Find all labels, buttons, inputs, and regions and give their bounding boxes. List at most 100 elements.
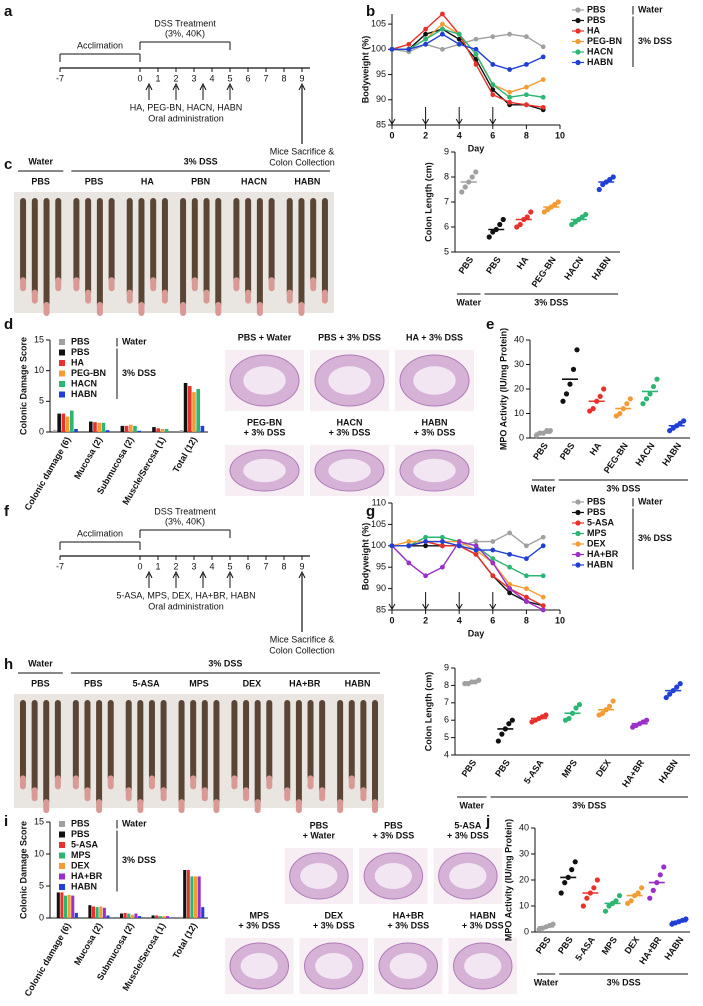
point <box>456 41 462 47</box>
point <box>500 216 506 223</box>
colon <box>180 198 187 309</box>
colon <box>178 700 185 806</box>
legend-swatch <box>59 381 65 387</box>
point <box>524 543 529 549</box>
x-tick-label: 5-ASA <box>573 934 597 962</box>
point <box>423 31 428 37</box>
legend-label: MPS <box>587 528 607 538</box>
group-label: 3% DSS <box>606 483 640 493</box>
colon-tip <box>138 302 145 317</box>
point <box>524 573 529 579</box>
day-label: 9 <box>299 73 304 83</box>
legend-swatch <box>59 831 65 838</box>
colon <box>190 700 197 782</box>
point <box>639 885 645 891</box>
point <box>613 898 619 904</box>
colon <box>73 198 80 284</box>
colon <box>286 198 293 296</box>
bar <box>67 894 71 918</box>
bar <box>197 876 201 918</box>
histology-label: + 3% DSS <box>447 830 489 840</box>
x-tick-label: DEX <box>622 935 641 956</box>
point <box>406 560 412 566</box>
bar <box>183 382 188 432</box>
point <box>573 705 579 711</box>
legend-label: PEG-BN <box>587 36 622 46</box>
colon-tip <box>295 799 302 814</box>
bar <box>201 907 205 918</box>
point <box>440 31 445 37</box>
point <box>540 603 546 609</box>
histology-label: + 3% DSS <box>372 830 414 840</box>
x-axis-title: Day <box>468 628 485 638</box>
arrow-head <box>422 603 430 610</box>
day-label: 7 <box>263 561 268 571</box>
day-label: 5 <box>227 73 232 83</box>
bar <box>156 428 160 432</box>
colon <box>108 198 115 284</box>
point <box>647 895 653 901</box>
point <box>627 396 633 402</box>
point <box>524 92 529 98</box>
legend-swatch <box>59 360 65 366</box>
arrow-head <box>226 570 234 579</box>
bar <box>137 430 142 432</box>
point <box>550 921 556 927</box>
bar <box>53 430 57 432</box>
point <box>528 209 534 215</box>
point <box>423 36 428 42</box>
histology-label: HA+BR <box>393 910 425 920</box>
point <box>635 890 641 896</box>
x-tick-label: Mucosa (2) <box>72 921 104 967</box>
legend-swatch <box>59 863 65 869</box>
bar <box>190 876 194 918</box>
point <box>677 681 683 687</box>
legend-swatch <box>59 873 65 880</box>
x-tick-label: 5-ASA <box>522 757 546 785</box>
legend-swatch <box>59 852 65 859</box>
colon-tip <box>348 775 355 790</box>
stage-label: Acclimation <box>77 40 123 50</box>
point <box>490 34 496 40</box>
point <box>459 189 465 195</box>
point <box>657 872 663 878</box>
y-axis-title: Colonic Damage Score <box>18 821 28 919</box>
colon-tip <box>85 289 92 304</box>
point <box>389 46 395 52</box>
colon <box>148 700 155 782</box>
x-tick-label: HA <box>515 254 531 271</box>
arrow-head <box>199 82 207 91</box>
point <box>647 391 653 397</box>
colon <box>201 700 208 794</box>
group-label: 3% DSS <box>534 297 568 307</box>
point <box>540 94 546 100</box>
colon-tip <box>243 787 250 802</box>
lane-label: HA+BR <box>289 678 321 688</box>
histology-label: + 3% DSS <box>244 427 286 437</box>
point <box>423 41 428 47</box>
panel-letter: h <box>4 656 13 673</box>
colon-tip <box>148 775 155 790</box>
x-tick-label: PBS <box>531 441 550 462</box>
lane-label: PBS <box>31 176 50 186</box>
point <box>507 67 512 72</box>
legend-marker <box>575 7 581 13</box>
colon-tip <box>203 289 210 304</box>
lane-label: HA <box>141 176 154 186</box>
point <box>440 46 445 52</box>
legend-marker <box>575 38 581 45</box>
day-label: 0 <box>137 561 142 571</box>
colon-tip <box>20 277 27 292</box>
colon-tip <box>254 799 261 814</box>
point <box>654 376 660 382</box>
lane-label: HACN <box>241 176 267 186</box>
point <box>423 539 428 544</box>
point <box>524 556 529 562</box>
histology-label: + 3% DSS <box>238 920 280 930</box>
colon-tip <box>31 787 38 802</box>
point <box>490 82 496 88</box>
arrow-head <box>298 570 306 579</box>
colon-tip <box>19 775 26 790</box>
point <box>440 11 445 17</box>
